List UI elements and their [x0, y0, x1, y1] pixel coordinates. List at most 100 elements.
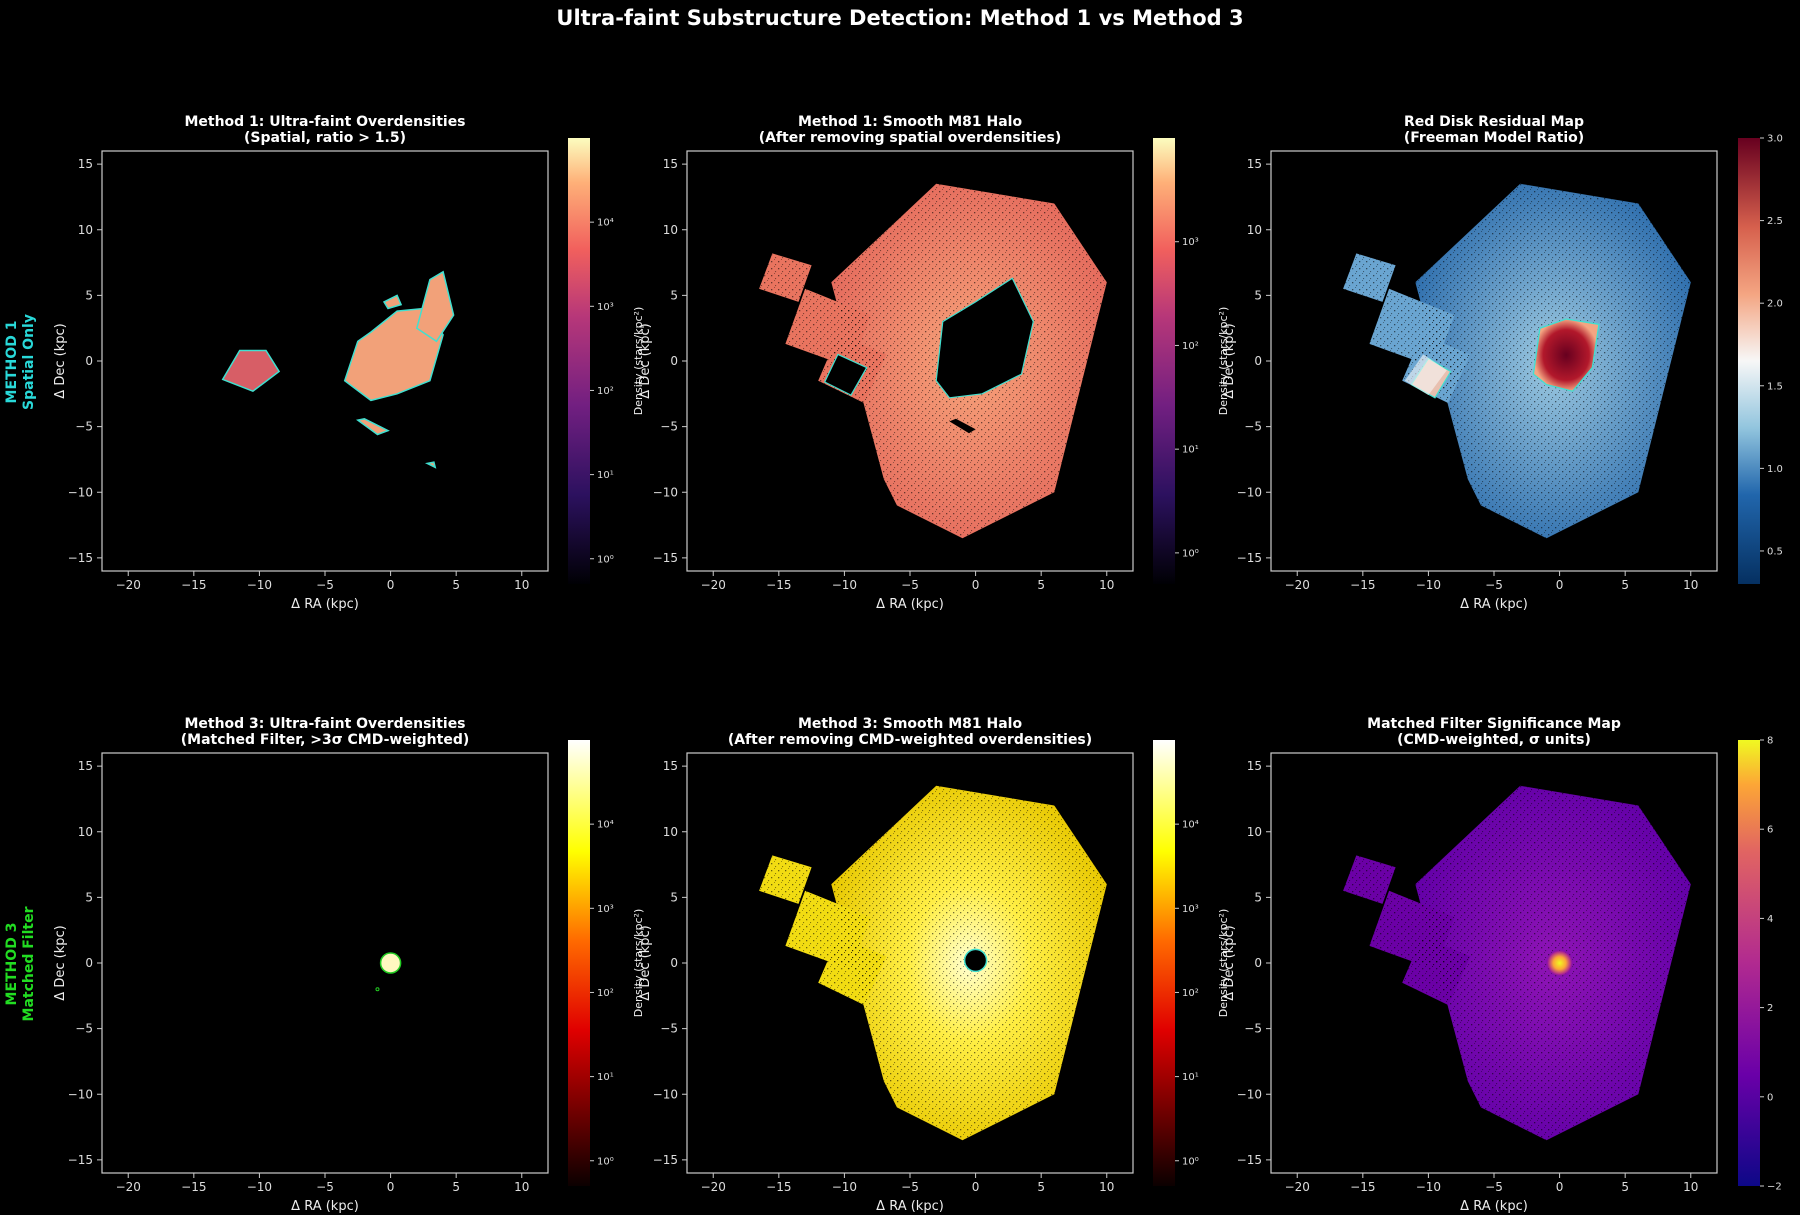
- colorbar-tick-label: 2.0: [1767, 299, 1783, 310]
- heatmap-image: [221, 270, 455, 469]
- colorbar-tick-label: 10⁴: [597, 218, 614, 229]
- colorbar-tick-label: −2: [1767, 1182, 1782, 1193]
- colorbar-tick-label: 10⁰: [1182, 1156, 1199, 1167]
- colorbar-tick-label: 10²: [597, 386, 614, 397]
- y-tick-label: −10: [1237, 1087, 1262, 1101]
- x-axis-label: Δ RA (kpc): [1460, 597, 1528, 612]
- y-tick-label: −5: [1244, 1022, 1262, 1036]
- panel-4: −20 −15 −10 −5 0 5 10 −15 −10 −5 0 5 10 15 Δ RA (kpc) Δ…: [53, 716, 645, 1214]
- colorbar-label: Density (stars/kpc²): [632, 909, 645, 1017]
- colorbar-tick-label: 10⁰: [1182, 548, 1199, 559]
- footprint-tile-speckle: [1402, 936, 1471, 1005]
- panel-subtitle: (After removing spatial overdensities): [759, 130, 1062, 146]
- colorbar-tick-label: 2.5: [1767, 216, 1783, 227]
- x-tick-label: −5: [316, 1180, 334, 1194]
- colorbar-tick-label: 10³: [597, 302, 614, 313]
- x-tick-label: 5: [452, 1180, 460, 1194]
- y-tick-label: 15: [1247, 157, 1262, 171]
- x-axis-label: Δ RA (kpc): [876, 597, 944, 612]
- colorbar-tick-label: 10²: [597, 988, 614, 999]
- x-tick-label: −10: [1416, 578, 1441, 592]
- x-tick-label: −5: [901, 578, 919, 592]
- y-tick-label: 5: [1254, 288, 1262, 302]
- residual-core: [1532, 318, 1600, 392]
- y-tick-label: 5: [85, 288, 93, 302]
- x-tick-label: −10: [1416, 1180, 1441, 1194]
- colorbar-tick-label: 10²: [1182, 988, 1199, 999]
- x-tick-label: −10: [832, 1180, 857, 1194]
- x-tick-label: 0: [1556, 578, 1564, 592]
- x-tick-label: 5: [1037, 1180, 1045, 1194]
- x-tick-label: 5: [1621, 1180, 1629, 1194]
- x-tick-label: −15: [766, 578, 791, 592]
- colorbar-tick-label: 4: [1767, 914, 1773, 925]
- y-tick-label: 15: [663, 759, 678, 773]
- residual-satellite-ring: [1404, 354, 1447, 396]
- y-tick-label: 5: [1254, 890, 1262, 904]
- panel-subtitle: (Spatial, ratio > 1.5): [244, 130, 406, 146]
- footprint-tile-speckle: [1343, 855, 1396, 904]
- y-tick-label: 0: [85, 354, 93, 368]
- heatmap-image: [759, 785, 1107, 1141]
- x-tick-label: −20: [116, 1180, 141, 1194]
- x-axis-label: Δ RA (kpc): [1460, 1199, 1528, 1214]
- colorbar-tick-label: 3.0: [1767, 134, 1783, 145]
- panel-title: Method 1: Smooth M81 Halo: [798, 114, 1023, 130]
- colorbar-tick-label: 10³: [597, 904, 614, 915]
- y-tick-label: −10: [653, 1087, 678, 1101]
- x-axis-label: Δ RA (kpc): [291, 597, 359, 612]
- x-tick-label: 10: [1099, 578, 1114, 592]
- significance-peak: [1545, 949, 1574, 977]
- y-tick-label: −10: [1237, 485, 1262, 499]
- colorbar-tick-label: 10³: [1182, 237, 1199, 248]
- panel-1: −20 −15 −10 −5 0 5 10 −15 −10 −5 0 5 10 15 Δ RA (kpc) Δ…: [53, 114, 645, 612]
- x-tick-label: −10: [247, 1180, 272, 1194]
- masked-knot: [949, 418, 976, 434]
- colorbar-tick-label: 10¹: [597, 1072, 614, 1083]
- colorbar: [1153, 138, 1175, 584]
- overdensity-island: [221, 349, 281, 393]
- panel-title: Red Disk Residual Map: [1404, 114, 1584, 130]
- x-tick-label: −5: [316, 578, 334, 592]
- x-tick-label: −15: [766, 1180, 791, 1194]
- row-label-method-3: METHOD 3 Matched Filter: [4, 906, 37, 1021]
- colorbar: [568, 740, 590, 1186]
- panel-title: Method 3: Ultra-faint Overdensities: [184, 716, 465, 732]
- y-tick-label: 10: [78, 825, 93, 839]
- colorbar: [568, 138, 590, 584]
- x-tick-label: −5: [1485, 1180, 1503, 1194]
- y-tick-label: 0: [670, 956, 678, 970]
- panel-title: Matched Filter Significance Map: [1367, 716, 1621, 732]
- x-tick-label: 0: [972, 1180, 980, 1194]
- colorbar-label: Density (stars/kpc²): [632, 307, 645, 415]
- colorbar-label: Density (stars/kpc²): [1217, 307, 1230, 415]
- x-axis-label: Δ RA (kpc): [876, 1199, 944, 1214]
- y-axis-label: Δ Dec (kpc): [1222, 925, 1237, 1000]
- panel-subtitle: (After removing CMD-weighted overdensiti…: [728, 732, 1092, 748]
- panel-subtitle: (Matched Filter, >3σ CMD-weighted): [181, 732, 469, 748]
- y-tick-label: −5: [1244, 420, 1262, 434]
- colorbar-tick-label: 10⁴: [597, 820, 614, 831]
- footprint-tile-speckle: [1343, 253, 1396, 302]
- y-tick-label: 5: [670, 288, 678, 302]
- y-tick-label: 0: [85, 956, 93, 970]
- colorbar-tick-label: 10¹: [597, 470, 614, 481]
- y-tick-label: 5: [670, 890, 678, 904]
- y-tick-label: −5: [660, 1022, 678, 1036]
- colorbar-label: Density (stars/kpc²): [1217, 909, 1230, 1017]
- y-tick-label: 10: [1247, 825, 1262, 839]
- y-tick-label: 0: [1254, 956, 1262, 970]
- colorbar-tick-label: 1.0: [1767, 464, 1783, 475]
- y-tick-label: 0: [670, 354, 678, 368]
- overdensity-knot: [375, 987, 380, 992]
- x-tick-label: −15: [1350, 578, 1375, 592]
- plot-area: [102, 753, 548, 1173]
- row-label-method-1-line1: METHOD 1: [4, 321, 20, 404]
- y-tick-label: −5: [660, 420, 678, 434]
- x-tick-label: 0: [1556, 1180, 1564, 1194]
- y-tick-label: 10: [1247, 223, 1262, 237]
- colorbar-tick-label: 10¹: [1182, 445, 1199, 456]
- y-tick-label: −5: [75, 1022, 93, 1036]
- x-tick-label: 10: [1683, 1180, 1698, 1194]
- colorbar-tick-label: 2: [1767, 1003, 1773, 1014]
